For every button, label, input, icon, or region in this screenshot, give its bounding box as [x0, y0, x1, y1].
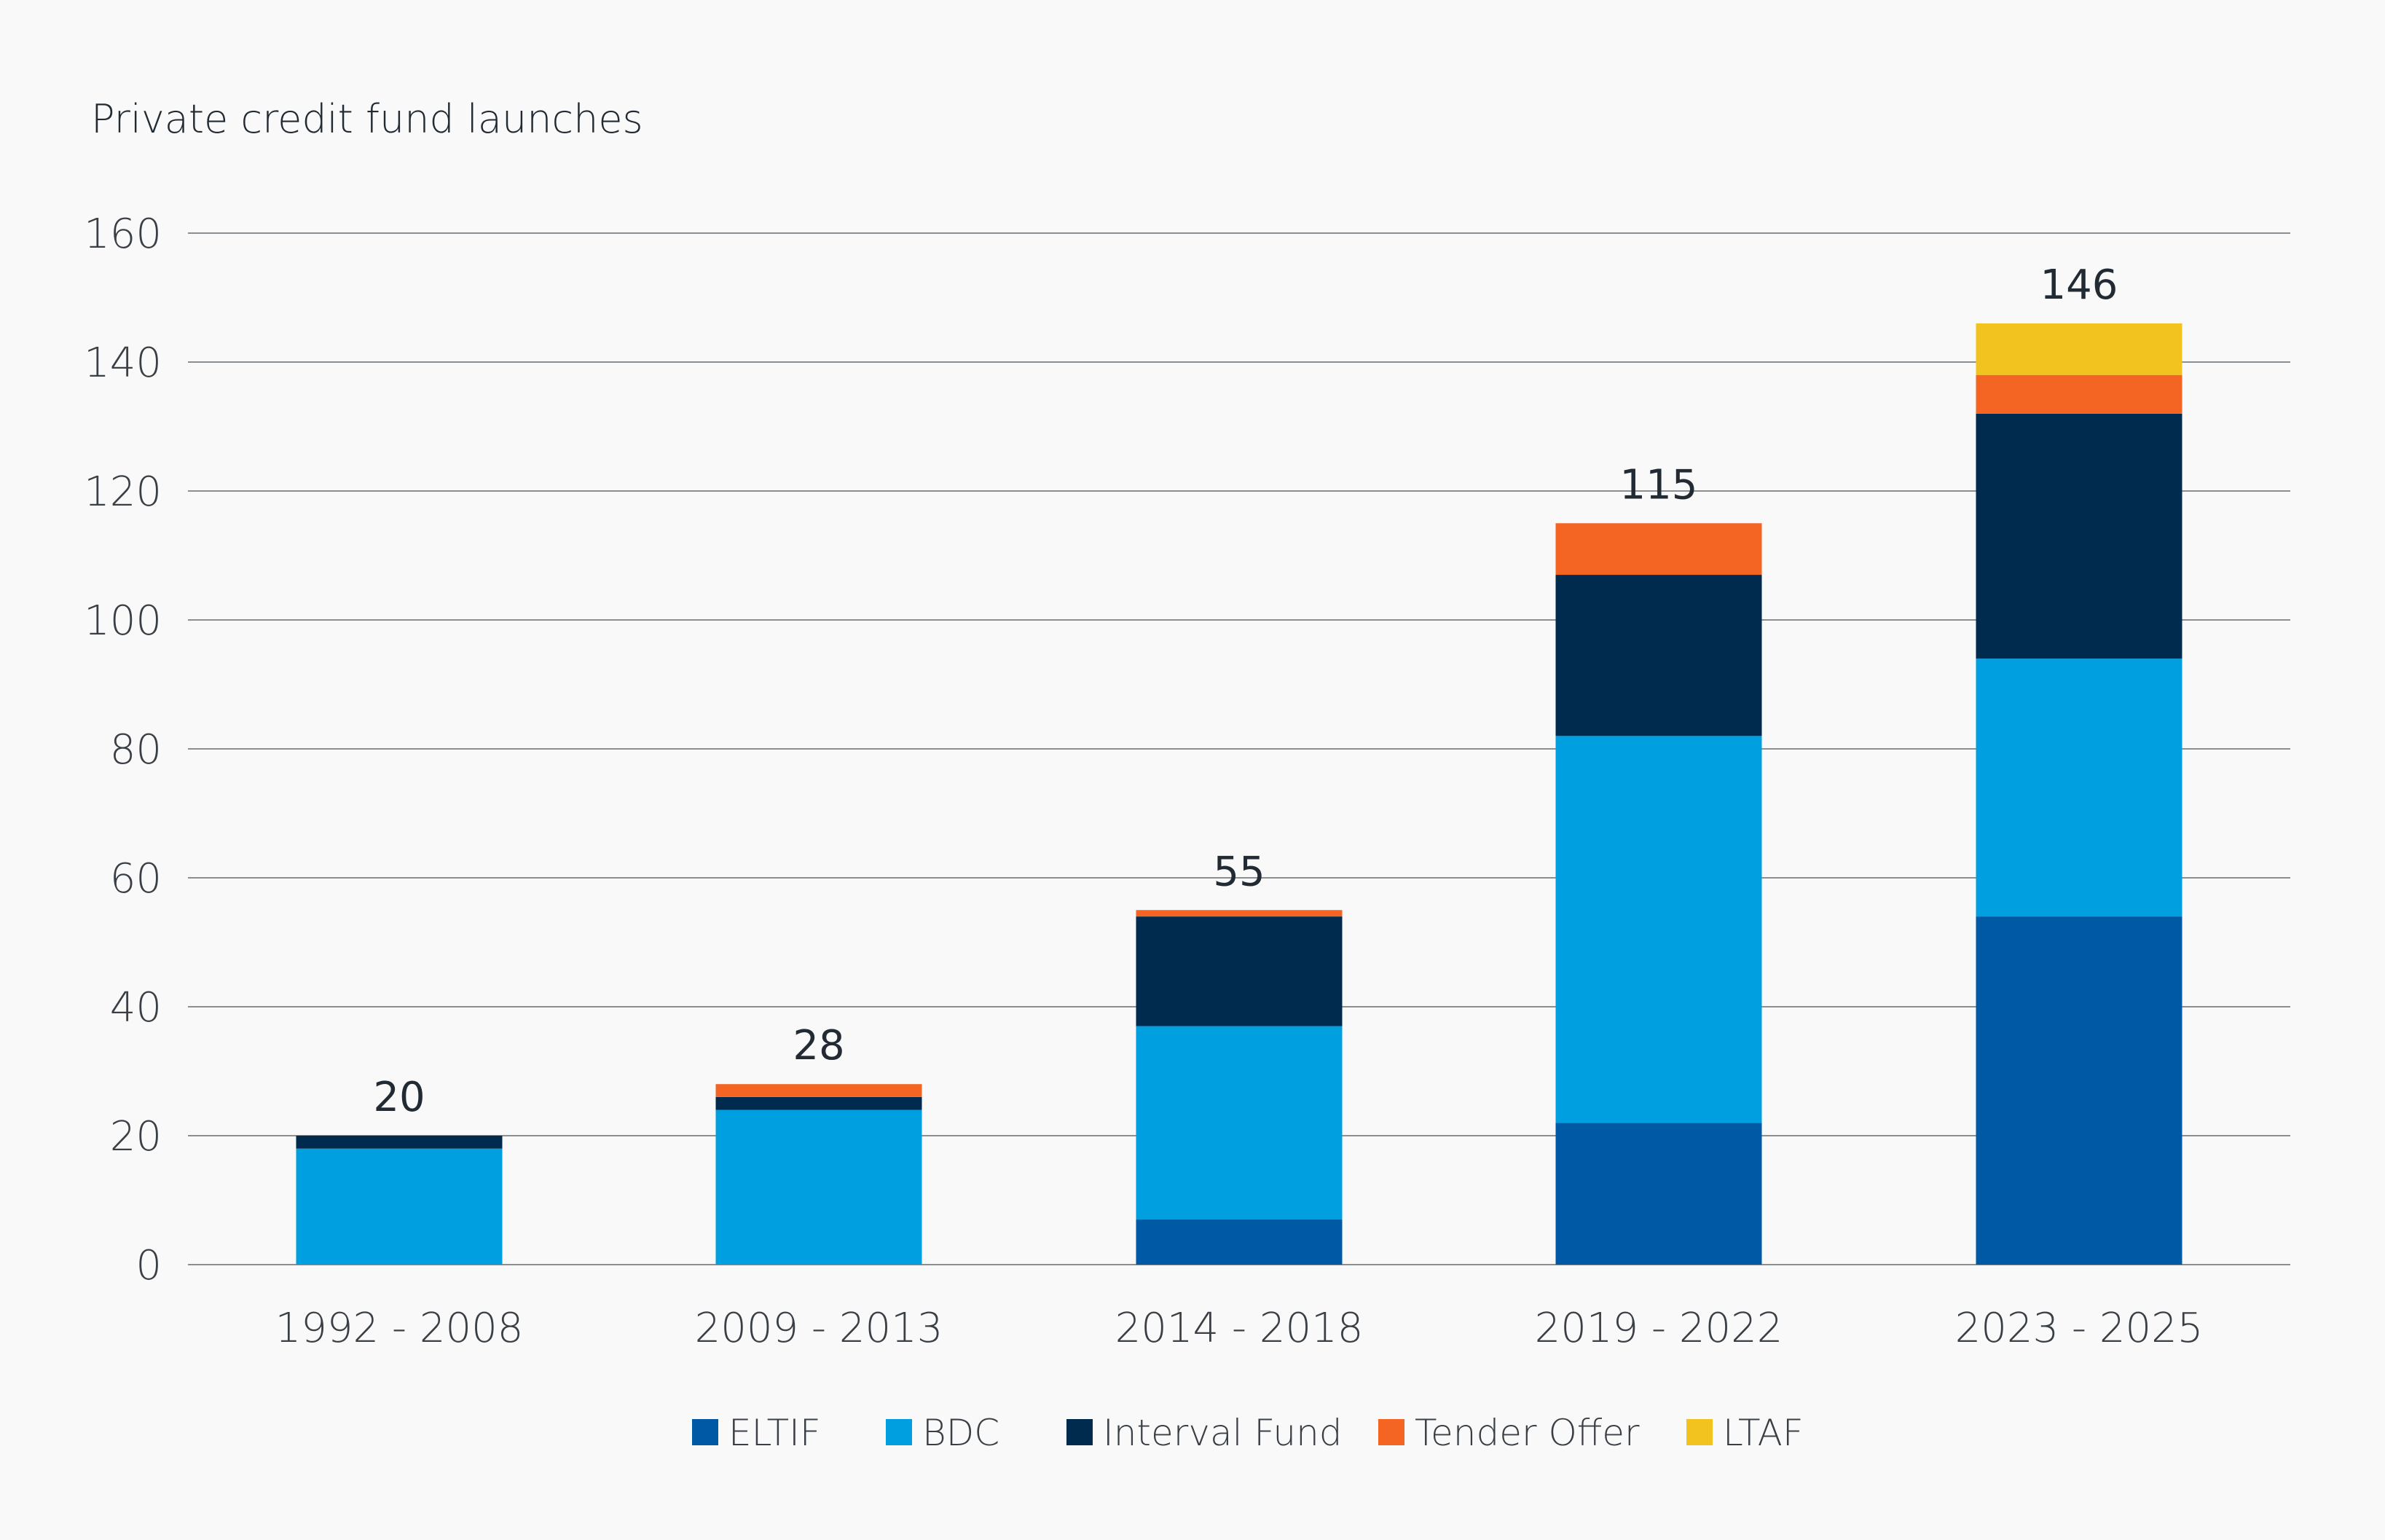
legend-label: ELTIF [728, 1412, 821, 1454]
bars [296, 323, 2182, 1265]
x-category-label: 2009 - 2013 [695, 1305, 943, 1352]
legend-swatch [1066, 1419, 1093, 1445]
total-label: 146 [2040, 262, 2118, 309]
bar-segment-tender-offer [1136, 910, 1343, 917]
bar-segment-interval-fund [296, 1136, 503, 1149]
y-tick-label: 0 [135, 1242, 162, 1289]
legend-swatch [886, 1419, 912, 1445]
bar-segment-bdc [715, 1109, 922, 1265]
bar-segment-interval-fund [1555, 575, 1762, 736]
y-axis-ticks: 0 20 40 60 80 100 120 140 160 [84, 211, 162, 1289]
total-labels: 20 28 55 115 146 [373, 262, 2118, 1121]
x-category-label: 2023 - 2025 [1955, 1305, 2204, 1352]
total-label: 20 [373, 1074, 425, 1121]
y-tick-label: 20 [110, 1113, 162, 1160]
total-label: 28 [793, 1022, 844, 1069]
bar-segment-bdc [296, 1148, 503, 1265]
legend-swatch [692, 1419, 718, 1445]
x-category-label: 2019 - 2022 [1535, 1305, 1783, 1352]
y-tick-label: 120 [84, 468, 162, 516]
x-category-label: 1992 - 2008 [275, 1305, 524, 1352]
y-tick-label: 100 [84, 597, 162, 645]
bar-segment-interval-fund [1976, 413, 2182, 659]
legend: ELTIF BDC Interval Fund Tender Offer LTAF [692, 1412, 1804, 1454]
legend-label: LTAF [1723, 1412, 1804, 1454]
bar-segment-eltif [1136, 1219, 1343, 1265]
bar-segment-bdc [1976, 659, 2182, 917]
y-tick-label: 80 [110, 726, 162, 774]
bar-segment-tender-offer [715, 1084, 922, 1097]
legend-label: Interval Fund [1103, 1412, 1343, 1454]
y-tick-label: 140 [84, 339, 162, 387]
y-tick-label: 160 [84, 211, 162, 258]
bar-segment-bdc [1555, 736, 1762, 1123]
legend-swatch [1378, 1419, 1404, 1445]
bar-segment-eltif [1555, 1123, 1762, 1265]
total-label: 115 [1620, 461, 1698, 508]
bar-segment-eltif [1976, 916, 2182, 1265]
total-label: 55 [1213, 848, 1265, 895]
bar-segment-interval-fund [715, 1096, 922, 1110]
bar-segment-ltaf [1976, 323, 2182, 375]
bar-segment-tender-offer [1555, 523, 1762, 575]
chart-title: Private credit fund launches [91, 96, 643, 142]
y-tick-label: 60 [110, 855, 162, 903]
bar-segment-bdc [1136, 1026, 1343, 1220]
x-axis-categories: 1992 - 2008 2009 - 2013 2014 - 2018 2019 - … [275, 1305, 2204, 1352]
legend-label: BDC [922, 1412, 999, 1454]
bar-segment-interval-fund [1136, 916, 1343, 1026]
y-tick-label: 40 [110, 984, 162, 1032]
x-category-label: 2014 - 2018 [1115, 1305, 1364, 1352]
legend-label: Tender Offer [1415, 1412, 1640, 1454]
legend-swatch [1686, 1419, 1713, 1445]
bar-segment-tender-offer [1976, 374, 2182, 414]
